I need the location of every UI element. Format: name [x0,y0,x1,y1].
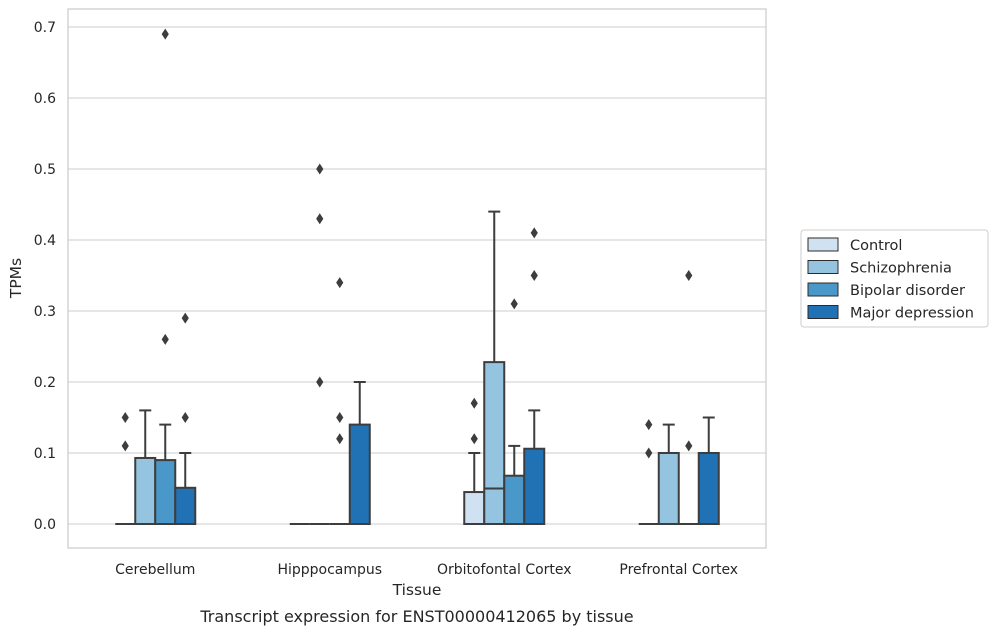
y-tick-label: 0.0 [34,517,56,533]
box-1-3 [657,423,680,525]
box-1-0 [134,409,157,525]
y-tick-label: 0.6 [34,91,56,107]
box-series [115,28,720,526]
box-body [348,423,371,526]
outlier-point [685,440,693,452]
y-axis-ticks: 0.0 0.1 0.2 0.3 0.4 0.5 0.6 0.7 [34,20,56,533]
chart-caption: Transcript expression for ENST0000041206… [199,607,633,626]
box-body [657,452,680,525]
outlier-point [161,28,169,40]
box-1-1 [309,163,330,525]
box-0-0 [115,412,136,525]
box-0-3 [638,419,659,525]
box-body [503,474,526,525]
outlier-point [470,397,478,409]
box-1-2 [483,210,506,525]
box-3-1 [348,381,371,526]
legend-swatch [807,305,839,319]
x-axis-ticks: Cerebellum Hipppocampus Orbitofontal Corte… [115,562,738,578]
legend-frame [800,229,989,328]
outlier-point [530,227,538,239]
y-tick-label: 0.2 [34,375,56,391]
y-axis-title: TPMs [7,258,25,299]
outlier-point [181,312,189,324]
outlier-point [336,277,344,289]
x-tick-label: Hipppocampus [277,562,382,578]
box-body [523,447,546,525]
box-3-0 [174,312,197,526]
legend-label: Control [850,238,902,254]
box-2-3 [678,270,699,525]
legend-swatch [807,260,839,274]
x-tick-label: Orbitofontal Cortex [437,562,572,578]
box-0-2 [463,397,486,525]
box-body [174,486,197,526]
outlier-point [316,376,324,388]
box-body [134,456,157,525]
outlier-point [470,433,478,445]
legend-label: Schizophrenia [850,261,952,277]
box-2-1 [329,277,350,525]
outlier-point [121,440,129,452]
outlier-point [161,333,169,345]
x-tick-label: Prefrontal Cortex [619,562,738,578]
x-tick-label: Cerebellum [115,562,195,578]
outlier-point [645,447,653,459]
box-2-0 [154,28,177,526]
box-body [463,491,486,525]
y-tick-label: 0.5 [34,162,56,178]
x-axis-title: Tissue [392,581,442,599]
legend-swatch [807,282,839,297]
box-3-3 [697,416,720,525]
outlier-point [121,412,129,423]
outlier-point [530,270,538,281]
outlier-point [336,412,344,423]
outlier-point [645,419,653,431]
legend-swatch [807,237,839,252]
legend-label: Bipolar disorder [850,283,965,299]
y-tick-label: 0.7 [34,20,56,36]
outlier-point [336,433,344,445]
box-3-2 [523,227,546,525]
y-tick-label: 0.4 [34,233,56,249]
outlier-point [685,270,693,281]
outlier-point [510,298,518,310]
box-body [154,459,177,526]
legend: Control Schizophrenia Bipolar disorder Majo… [800,229,989,328]
outlier-point [316,213,324,225]
outlier-point [181,412,189,423]
legend-label: Major depression [850,306,974,322]
outlier-point [316,163,324,175]
y-tick-label: 0.1 [34,446,56,462]
box-body [697,452,720,525]
y-tick-label: 0.3 [34,304,56,320]
box-body [483,361,506,525]
